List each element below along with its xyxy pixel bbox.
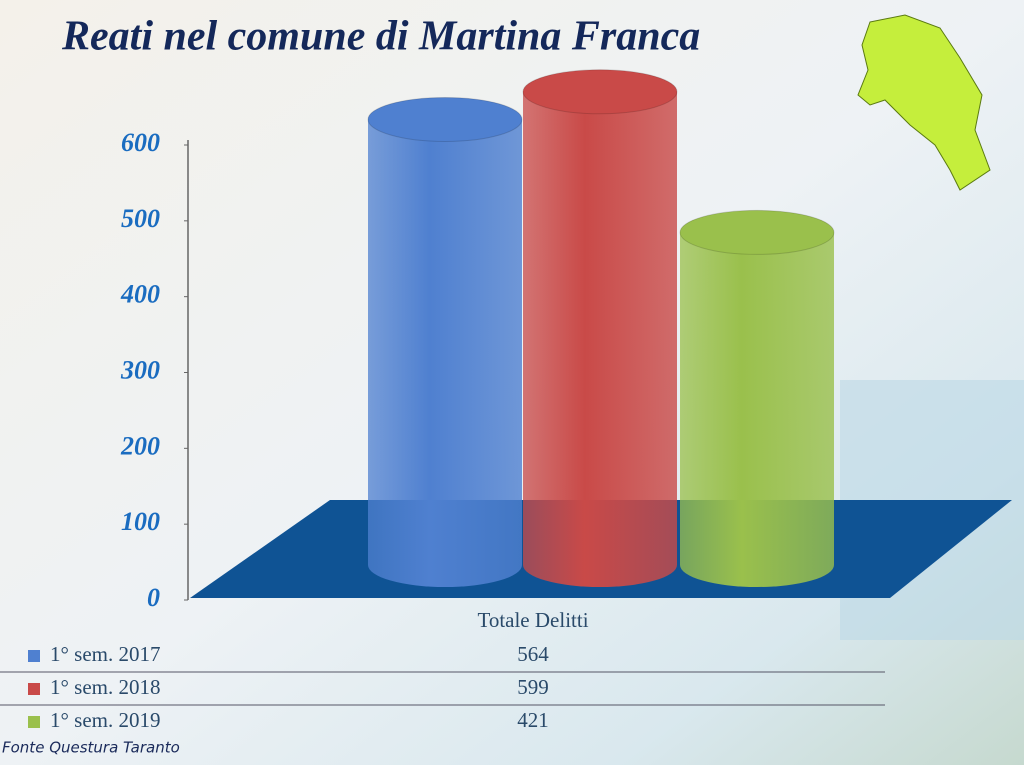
y-tick-label: 300 <box>120 355 160 384</box>
legend-swatch <box>28 683 40 695</box>
table-value: 564 <box>517 642 549 666</box>
bar-top <box>522 69 678 115</box>
legend-label: 1° sem. 2017 <box>50 642 160 666</box>
y-tick-label: 0 <box>147 583 160 612</box>
bar <box>680 232 834 587</box>
legend-swatch <box>28 716 40 728</box>
table-value: 421 <box>517 708 549 732</box>
bar <box>368 119 522 587</box>
legend-label: 1° sem. 2019 <box>50 708 160 732</box>
y-tick-label: 200 <box>120 431 160 460</box>
map-icon <box>857 14 991 191</box>
bar <box>523 91 677 587</box>
y-tick-label: 100 <box>121 507 160 536</box>
bar-top <box>679 209 835 255</box>
source-note: Fonte Questura Taranto <box>2 739 180 757</box>
table-value: 599 <box>517 675 549 699</box>
y-tick-label: 600 <box>121 128 160 157</box>
bar-top <box>367 96 523 142</box>
chart-title: Reati nel comune di Martina Franca <box>61 14 700 60</box>
legend-label: 1° sem. 2018 <box>50 675 160 699</box>
legend-swatch <box>28 650 40 662</box>
category-label: Totale Delitti <box>477 608 588 632</box>
y-tick-label: 400 <box>120 280 160 309</box>
y-tick-label: 500 <box>121 204 160 233</box>
